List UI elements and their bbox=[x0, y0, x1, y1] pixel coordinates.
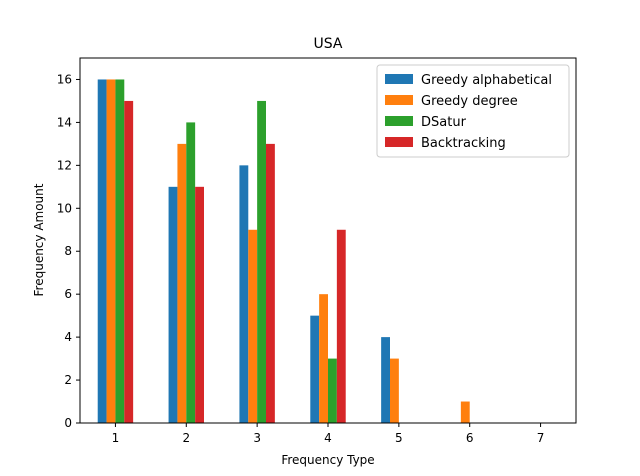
x-axis: 1 2 3 4 5 6 7 bbox=[112, 423, 545, 445]
legend-swatch bbox=[385, 74, 413, 84]
y-tick-label: 12 bbox=[57, 158, 72, 172]
y-tick-label: 2 bbox=[64, 373, 72, 387]
x-tick-label: 3 bbox=[253, 431, 261, 445]
bar-greedy-alphabetical-1 bbox=[97, 79, 107, 424]
bars-layer bbox=[97, 79, 470, 424]
x-tick-label: 2 bbox=[182, 431, 190, 445]
y-axis: 0 2 4 6 8 10 12 14 16 bbox=[57, 72, 80, 430]
x-tick-label: 1 bbox=[112, 431, 120, 445]
bar-greedy-degree-3 bbox=[248, 229, 258, 423]
y-tick-label: 14 bbox=[57, 115, 72, 129]
bar-greedy-alphabetical-2 bbox=[168, 186, 178, 423]
x-tick-label: 5 bbox=[395, 431, 403, 445]
bar-backtracking-4 bbox=[336, 229, 346, 423]
y-axis-label: Frequency Amount bbox=[32, 183, 46, 296]
bar-greedy-degree-5 bbox=[390, 358, 399, 423]
bar-dsatur-3 bbox=[257, 100, 266, 424]
bar-backtracking-2 bbox=[195, 186, 204, 423]
bar-greedy-degree-4 bbox=[319, 294, 328, 423]
legend-label: DSatur bbox=[421, 115, 467, 130]
x-tick-label: 4 bbox=[324, 431, 332, 445]
bar-greedy-alphabetical-4 bbox=[310, 315, 320, 423]
legend-swatch bbox=[385, 137, 413, 147]
bar-dsatur-4 bbox=[328, 358, 337, 423]
chart-title: USA bbox=[314, 36, 343, 52]
bar-dsatur-1 bbox=[115, 79, 125, 424]
legend-swatch bbox=[385, 116, 413, 126]
legend-label: Backtracking bbox=[421, 136, 506, 151]
y-tick-label: 16 bbox=[57, 72, 72, 86]
legend-label: Greedy degree bbox=[421, 94, 518, 109]
x-axis-label: Frequency Type bbox=[281, 453, 374, 467]
bar-greedy-degree-6 bbox=[460, 401, 470, 423]
legend: Greedy alphabetical Greedy degree DSatur Ba… bbox=[376, 64, 570, 158]
bar-greedy-degree-1 bbox=[106, 79, 116, 424]
bar-greedy-alphabetical-3 bbox=[239, 165, 249, 423]
bar-greedy-degree-2 bbox=[177, 143, 187, 423]
x-tick-label: 7 bbox=[537, 431, 545, 445]
legend-box bbox=[376, 64, 570, 158]
y-tick-label: 0 bbox=[64, 416, 72, 430]
y-tick-label: 6 bbox=[64, 287, 72, 301]
y-tick-label: 10 bbox=[57, 201, 72, 215]
bar-backtracking-3 bbox=[266, 143, 275, 423]
x-tick-label: 6 bbox=[466, 431, 474, 445]
bar-backtracking-1 bbox=[124, 100, 134, 424]
y-tick-label: 4 bbox=[64, 330, 72, 344]
legend-swatch bbox=[385, 95, 413, 105]
bar-dsatur-2 bbox=[186, 122, 196, 423]
legend-label: Greedy alphabetical bbox=[421, 73, 552, 88]
y-tick-label: 8 bbox=[64, 244, 72, 258]
bar-greedy-alphabetical-5 bbox=[381, 337, 390, 423]
